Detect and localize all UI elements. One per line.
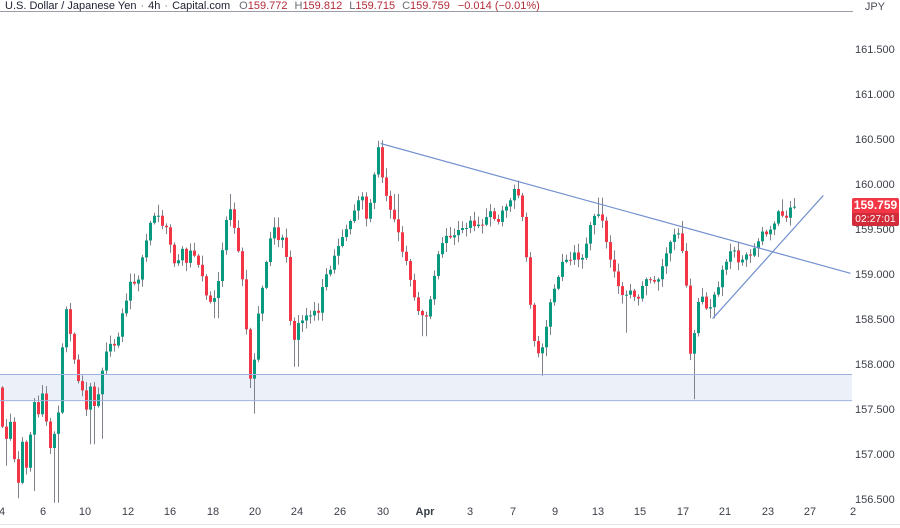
price-tick-label: 160.000	[855, 178, 895, 191]
time-tick-label: 23	[761, 506, 775, 518]
ohlc-values: O159.772 H159.812 L159.715 C159.759	[239, 0, 457, 12]
price-tick-label: 157.500	[855, 403, 895, 416]
price-tick-label: 159.500	[855, 223, 895, 236]
time-tick-label: 2	[849, 506, 857, 518]
price-tick-label: 159.000	[855, 268, 895, 281]
time-tick-label: 16	[163, 506, 177, 518]
legend-separator: ·	[164, 0, 169, 12]
price-tick-label: 157.000	[855, 448, 895, 461]
ascending-trendline[interactable]	[712, 195, 824, 319]
last-price-label: 159.759 02:27:01	[852, 198, 899, 226]
price-tick-label: 156.500	[855, 493, 895, 506]
time-tick-label: 21	[718, 506, 732, 518]
ohlc-key: H	[294, 0, 303, 12]
time-tick-label: 24	[290, 506, 304, 518]
time-tick-label: 7	[509, 506, 517, 518]
symbol-title[interactable]: U.S. Dollar / Japanese Yen	[5, 0, 137, 12]
bottom-border	[0, 524, 900, 525]
time-tick-label: 12	[121, 506, 135, 518]
exchange-label[interactable]: Capital.com	[172, 0, 231, 12]
ohlc-value: 159.812	[302, 0, 343, 12]
ohlc-value: 159.772	[247, 0, 288, 12]
time-tick-label: 30	[376, 506, 390, 518]
price-tick-label: 160.500	[855, 133, 895, 146]
time-tick-label: 13	[591, 506, 605, 518]
time-tick-label: 27	[803, 506, 817, 518]
ohlc-value: 159.715	[355, 0, 396, 12]
price-tick-label: 161.000	[855, 88, 895, 101]
price-tick-label: 158.000	[855, 358, 895, 371]
change-value: −0.014 (−0.01%)	[457, 0, 540, 12]
ohlc-key: O	[239, 0, 248, 12]
legend-separator: ·	[140, 0, 145, 12]
time-tick-label: Apr	[415, 506, 435, 518]
descending-trendline[interactable]	[380, 143, 851, 274]
time-tick-label: 15	[633, 506, 647, 518]
price-tick-label: 161.500	[855, 43, 895, 56]
last-price-value: 159.759	[852, 198, 899, 213]
price-tick-label: 158.500	[855, 313, 895, 326]
support-zone[interactable]	[0, 374, 852, 401]
time-tick-label: 26	[333, 506, 347, 518]
bar-countdown-timer: 02:27:01	[852, 213, 899, 226]
time-tick-label: 9	[551, 506, 559, 518]
time-tick-label: 17	[676, 506, 690, 518]
time-tick-label: 3	[466, 506, 474, 518]
chart-legend: U.S. Dollar / Japanese Yen · 4h · Capital.co…	[5, 0, 540, 12]
ohlc-value: 159.759	[410, 0, 450, 12]
candles	[1, 147, 796, 483]
time-tick-label: 10	[78, 506, 92, 518]
time-tick-label: 6	[39, 506, 47, 518]
pane-separator	[0, 11, 853, 12]
ohlc-key: L	[349, 0, 356, 12]
time-axis[interactable]: 4 6 10 12 16 18 20 24 26 30 Apr 3 7 9 13 15 17 21 23 27 2	[0, 505, 900, 524]
ohlc-key: C	[402, 0, 411, 12]
time-tick-label: 4	[0, 506, 6, 518]
time-tick-label: 18	[206, 506, 220, 518]
price-axis[interactable]: 161.500 161.000 160.500 160.000 159.500 159.0…	[852, 12, 900, 506]
interval-label[interactable]: 4h	[148, 0, 161, 12]
time-tick-label: 20	[248, 506, 262, 518]
currency-label: JPY	[864, 1, 885, 13]
